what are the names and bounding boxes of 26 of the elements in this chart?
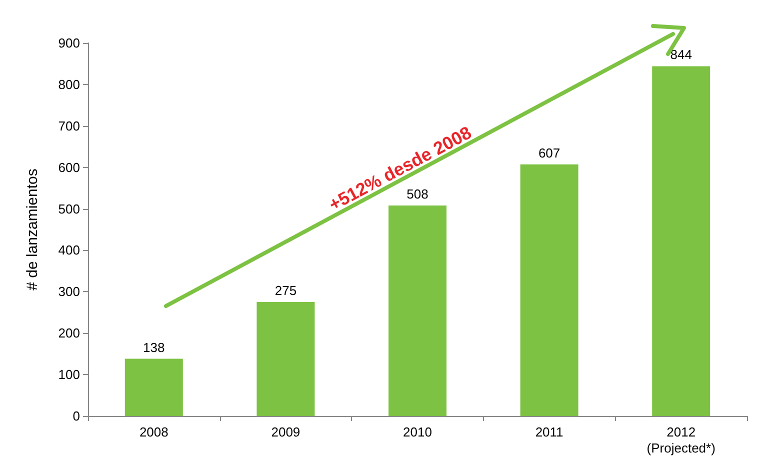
y-tick-label: 0	[72, 408, 80, 424]
data-label: 844	[670, 47, 692, 62]
bar	[388, 205, 446, 416]
x-tick-label: 2010	[403, 424, 432, 440]
y-tick-label: 100	[58, 367, 80, 382]
data-label: 138	[143, 340, 165, 355]
bar	[520, 164, 578, 416]
bar	[652, 66, 710, 416]
bar	[256, 302, 315, 416]
y-tick-label: 400	[58, 242, 80, 258]
y-tick-label: 700	[58, 118, 80, 134]
y-tick-label: 800	[58, 76, 80, 92]
x-tick-label: 2009	[271, 424, 300, 440]
x-tick-label: 2011	[535, 424, 564, 440]
data-label: 275	[274, 283, 297, 298]
x-tick-label: 2012 (Projected*)	[646, 424, 716, 456]
data-label: 508	[406, 186, 428, 202]
y-axis-title: # de lanzamientos	[24, 168, 41, 290]
y-tick-label: 200	[58, 326, 80, 341]
y-tick-label: 600	[58, 160, 80, 175]
x-tick-label: 2008	[139, 424, 168, 440]
bar	[124, 358, 183, 416]
y-tick-label: 300	[58, 284, 80, 300]
y-tick-label: 500	[58, 201, 80, 216]
y-tick-label: 900	[58, 36, 80, 50]
data-label: 607	[538, 145, 560, 160]
